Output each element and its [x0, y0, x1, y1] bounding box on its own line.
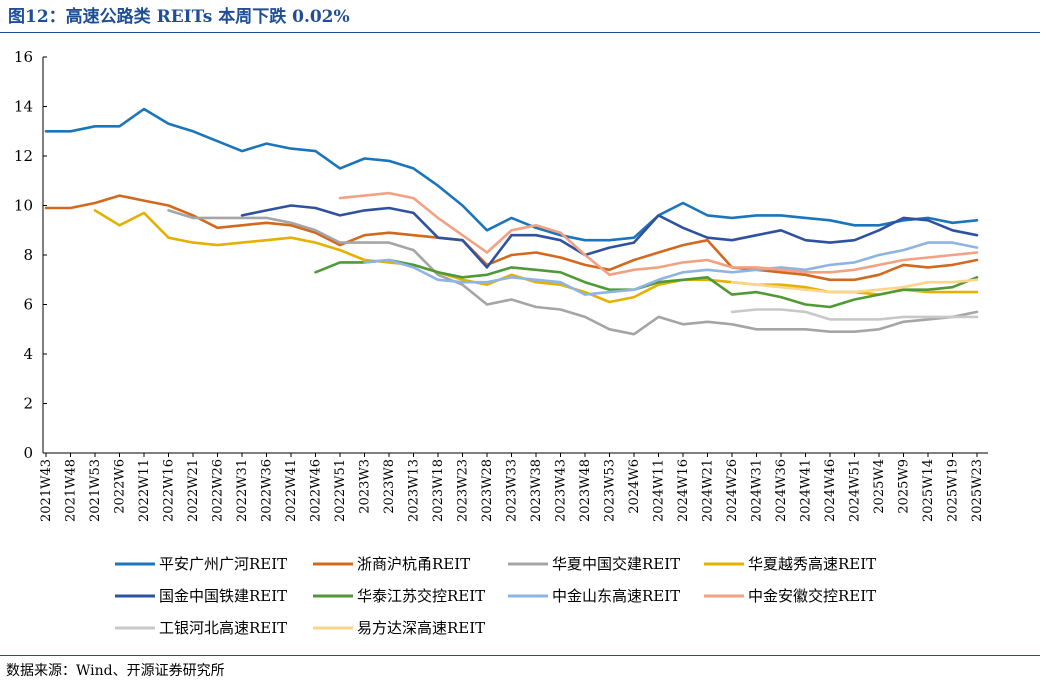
x-tick-label: 2024W6 — [627, 459, 642, 514]
x-tick-label: 2023W18 — [431, 459, 446, 522]
x-tick-label: 2023W43 — [554, 459, 569, 522]
x-tick-label: 2025W14 — [921, 459, 936, 522]
x-tick-label: 2024W51 — [848, 459, 863, 522]
y-tick-label: 0 — [23, 444, 33, 462]
series-line-2 — [44, 194, 979, 282]
x-tick-label: 2022W21 — [186, 459, 201, 522]
series-line-5 — [240, 204, 979, 269]
x-tick-label: 2022W6 — [113, 459, 128, 514]
x-tick-label: 2022W31 — [235, 459, 250, 522]
legend-label: 华夏越秀高速REIT — [748, 555, 876, 573]
title-rule — [0, 32, 1040, 33]
x-tick-label: 2022W11 — [137, 459, 152, 522]
x-tick-label: 2023W53 — [603, 459, 618, 522]
x-tick-label: 2021W48 — [64, 459, 79, 522]
source-note: 数据来源：Wind、开源证券研究所 — [6, 663, 225, 679]
x-tick-label: 2025W23 — [970, 459, 985, 522]
x-tick-label: 2024W31 — [750, 459, 765, 522]
legend-label: 国金中国铁建REIT — [159, 587, 287, 605]
y-tick-label: 12 — [14, 147, 33, 165]
x-tick-label: 2023W3 — [358, 459, 373, 514]
x-tick-label: 2023W8 — [382, 459, 397, 514]
x-tick-label: 2024W21 — [701, 459, 716, 522]
chart-lines — [44, 107, 979, 336]
x-tick-label: 2024W11 — [652, 459, 667, 522]
series-line-3 — [167, 209, 979, 336]
series-line-10 — [730, 278, 979, 294]
y-tick-label: 10 — [14, 197, 33, 215]
y-tick-label: 4 — [23, 345, 33, 363]
x-tick-label: 2024W16 — [676, 459, 691, 522]
x-tick-label: 2024W41 — [799, 459, 814, 522]
x-tick-label: 2023W28 — [480, 459, 495, 522]
source-rule — [0, 655, 1040, 656]
legend-label: 工银河北高速REIT — [159, 619, 287, 637]
x-tick-label: 2022W46 — [309, 459, 324, 522]
series-line-8 — [338, 191, 979, 277]
legend-label: 平安广州广河REIT — [159, 555, 287, 573]
x-tick-label: 2022W36 — [260, 459, 275, 522]
legend-label: 浙商沪杭甬REIT — [357, 555, 470, 573]
legend-label: 中金安徽交控REIT — [748, 587, 876, 605]
x-tick-label: 2022W51 — [333, 459, 348, 522]
chart-legend: 平安广州广河REIT 浙商沪杭甬REIT 华夏中国交建REIT 华夏越秀高速REIT 国… — [115, 555, 876, 637]
x-tick-label: 2022W26 — [211, 459, 226, 522]
x-tick-label: 2025W9 — [897, 459, 912, 514]
y-tick-label: 14 — [14, 98, 33, 116]
x-tick-label: 2024W26 — [725, 459, 740, 522]
line-chart: 0 2 4 6 8 10 12 14 16 2021W43 2021W48 2021W53 2022W6… — [14, 48, 988, 637]
series-line-9 — [730, 308, 979, 321]
series-line-1 — [44, 107, 979, 242]
figure-title: 图12：高速公路类 REITs 本周下跌 0.02% — [8, 7, 350, 27]
x-tick-label: 2022W16 — [162, 459, 177, 522]
y-tick-label: 6 — [23, 296, 33, 314]
x-tick-label: 2023W33 — [505, 459, 520, 522]
x-tick-label: 2022W41 — [284, 459, 299, 522]
x-tick-label: 2023W13 — [407, 459, 422, 522]
x-tick-label: 2023W23 — [456, 459, 471, 522]
y-tick-label: 16 — [14, 48, 33, 66]
legend-label: 中金山东高速REIT — [552, 587, 680, 605]
x-tick-label: 2021W43 — [39, 459, 54, 522]
legend-label: 华夏中国交建REIT — [552, 555, 680, 573]
y-tick-label: 2 — [23, 395, 33, 413]
x-tick-label: 2024W46 — [823, 459, 838, 522]
x-tick-label: 2021W53 — [88, 459, 103, 522]
x-tick-label: 2023W38 — [529, 459, 544, 522]
series-line-7 — [363, 241, 979, 296]
legend-label: 易方达深高速REIT — [357, 619, 485, 637]
x-tick-label: 2025W4 — [872, 459, 887, 514]
x-tick-label: 2025W19 — [946, 459, 961, 522]
legend-label: 华泰江苏交控REIT — [357, 587, 485, 605]
chart-axes: 0 2 4 6 8 10 12 14 16 2021W43 2021W48 2021W53 2022W6… — [14, 48, 988, 522]
x-tick-label: 2023W48 — [578, 459, 593, 522]
x-tick-label: 2024W36 — [774, 459, 789, 522]
y-tick-label: 8 — [23, 246, 33, 264]
